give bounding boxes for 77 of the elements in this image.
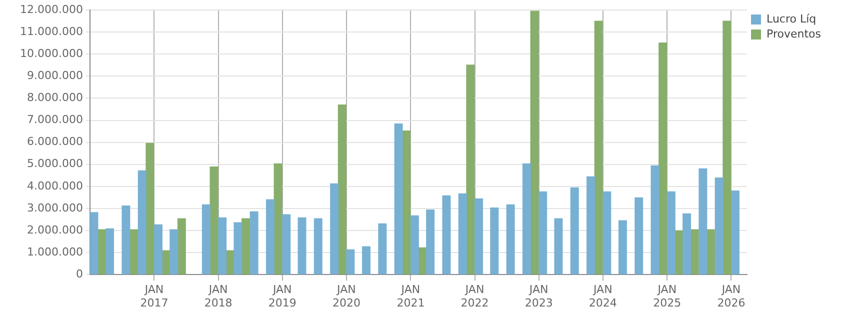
bar: [634, 197, 644, 274]
bar: [554, 218, 563, 274]
bar: [250, 211, 258, 274]
x-tick-label: JAN 2017: [140, 283, 168, 310]
bar: [722, 20, 732, 274]
bar: [298, 217, 306, 274]
x-tick-label: JAN 2026: [717, 283, 746, 310]
bar: [618, 220, 627, 274]
bar: [242, 218, 250, 274]
bar: [698, 168, 708, 274]
bar: [122, 205, 130, 274]
bar: [570, 187, 579, 274]
bar: [506, 204, 515, 274]
y-tick-label: 10.000.000: [20, 46, 83, 60]
y-tick-label: 2.000.000: [27, 223, 83, 236]
bar: [177, 218, 186, 274]
bar: [474, 198, 483, 274]
bar: [538, 191, 548, 274]
y-tick-label: 0: [76, 267, 83, 280]
bar: [426, 209, 435, 274]
bar: [210, 166, 218, 274]
bar: [314, 218, 322, 274]
legend-label: Proventos: [766, 27, 822, 40]
y-tick-label: 11.000.000: [20, 24, 83, 38]
bar: [714, 177, 724, 274]
bar: [586, 176, 595, 274]
legend-label: Lucro Líq: [766, 12, 816, 26]
bar: [106, 228, 114, 274]
bar: [666, 191, 676, 274]
bar: [266, 199, 274, 274]
bar: [466, 64, 475, 274]
bar: [458, 193, 467, 274]
x-tick-label: JAN 2019: [268, 283, 296, 310]
x-tick-label: JAN 2025: [653, 283, 682, 310]
y-tick-label: 1.000.000: [27, 245, 83, 258]
bar: [682, 213, 692, 274]
x-tick-label: JAN 2021: [396, 283, 425, 310]
bar: [362, 246, 370, 274]
bar: [154, 224, 162, 274]
x-tick-label: JAN 2023: [524, 283, 553, 310]
bar: [338, 104, 346, 274]
bar: [522, 163, 531, 274]
x-tick-label: JAN 2018: [204, 283, 232, 310]
y-tick-label: 4.000.000: [27, 179, 83, 192]
y-tick-label: 9.000.000: [27, 69, 83, 82]
bar: [410, 215, 419, 274]
bar: [138, 170, 146, 274]
x-tick-label: JAN 2020: [332, 283, 360, 310]
bar: [202, 204, 210, 274]
y-tick-label: 7.000.000: [27, 113, 83, 126]
bar: [274, 163, 282, 274]
y-tick-label: 8.000.000: [27, 91, 83, 104]
bar: [90, 212, 98, 274]
bar: [594, 20, 603, 274]
bar: [282, 214, 291, 274]
bar: [234, 222, 242, 274]
bar: [170, 229, 178, 274]
y-tick-label: 5.000.000: [27, 157, 83, 170]
bar: [706, 229, 715, 274]
bar: [394, 123, 403, 274]
x-tick-label: JAN 2024: [588, 283, 617, 310]
bar: [490, 207, 499, 274]
bar: [730, 190, 740, 274]
y-tick-label: 6.000.000: [27, 135, 83, 148]
bar: [346, 249, 355, 274]
bar: [146, 142, 154, 274]
bar: [442, 195, 451, 274]
bar: [218, 217, 227, 274]
y-tick-label: 12.000.000: [20, 2, 83, 16]
x-tick-label: JAN 2022: [460, 283, 489, 310]
bar: [602, 191, 612, 274]
bar: [650, 165, 660, 274]
bar: [130, 229, 138, 274]
y-tick-label: 3.000.000: [27, 201, 83, 214]
bar: [330, 183, 339, 274]
bar: [378, 223, 387, 274]
bar: [658, 42, 668, 274]
